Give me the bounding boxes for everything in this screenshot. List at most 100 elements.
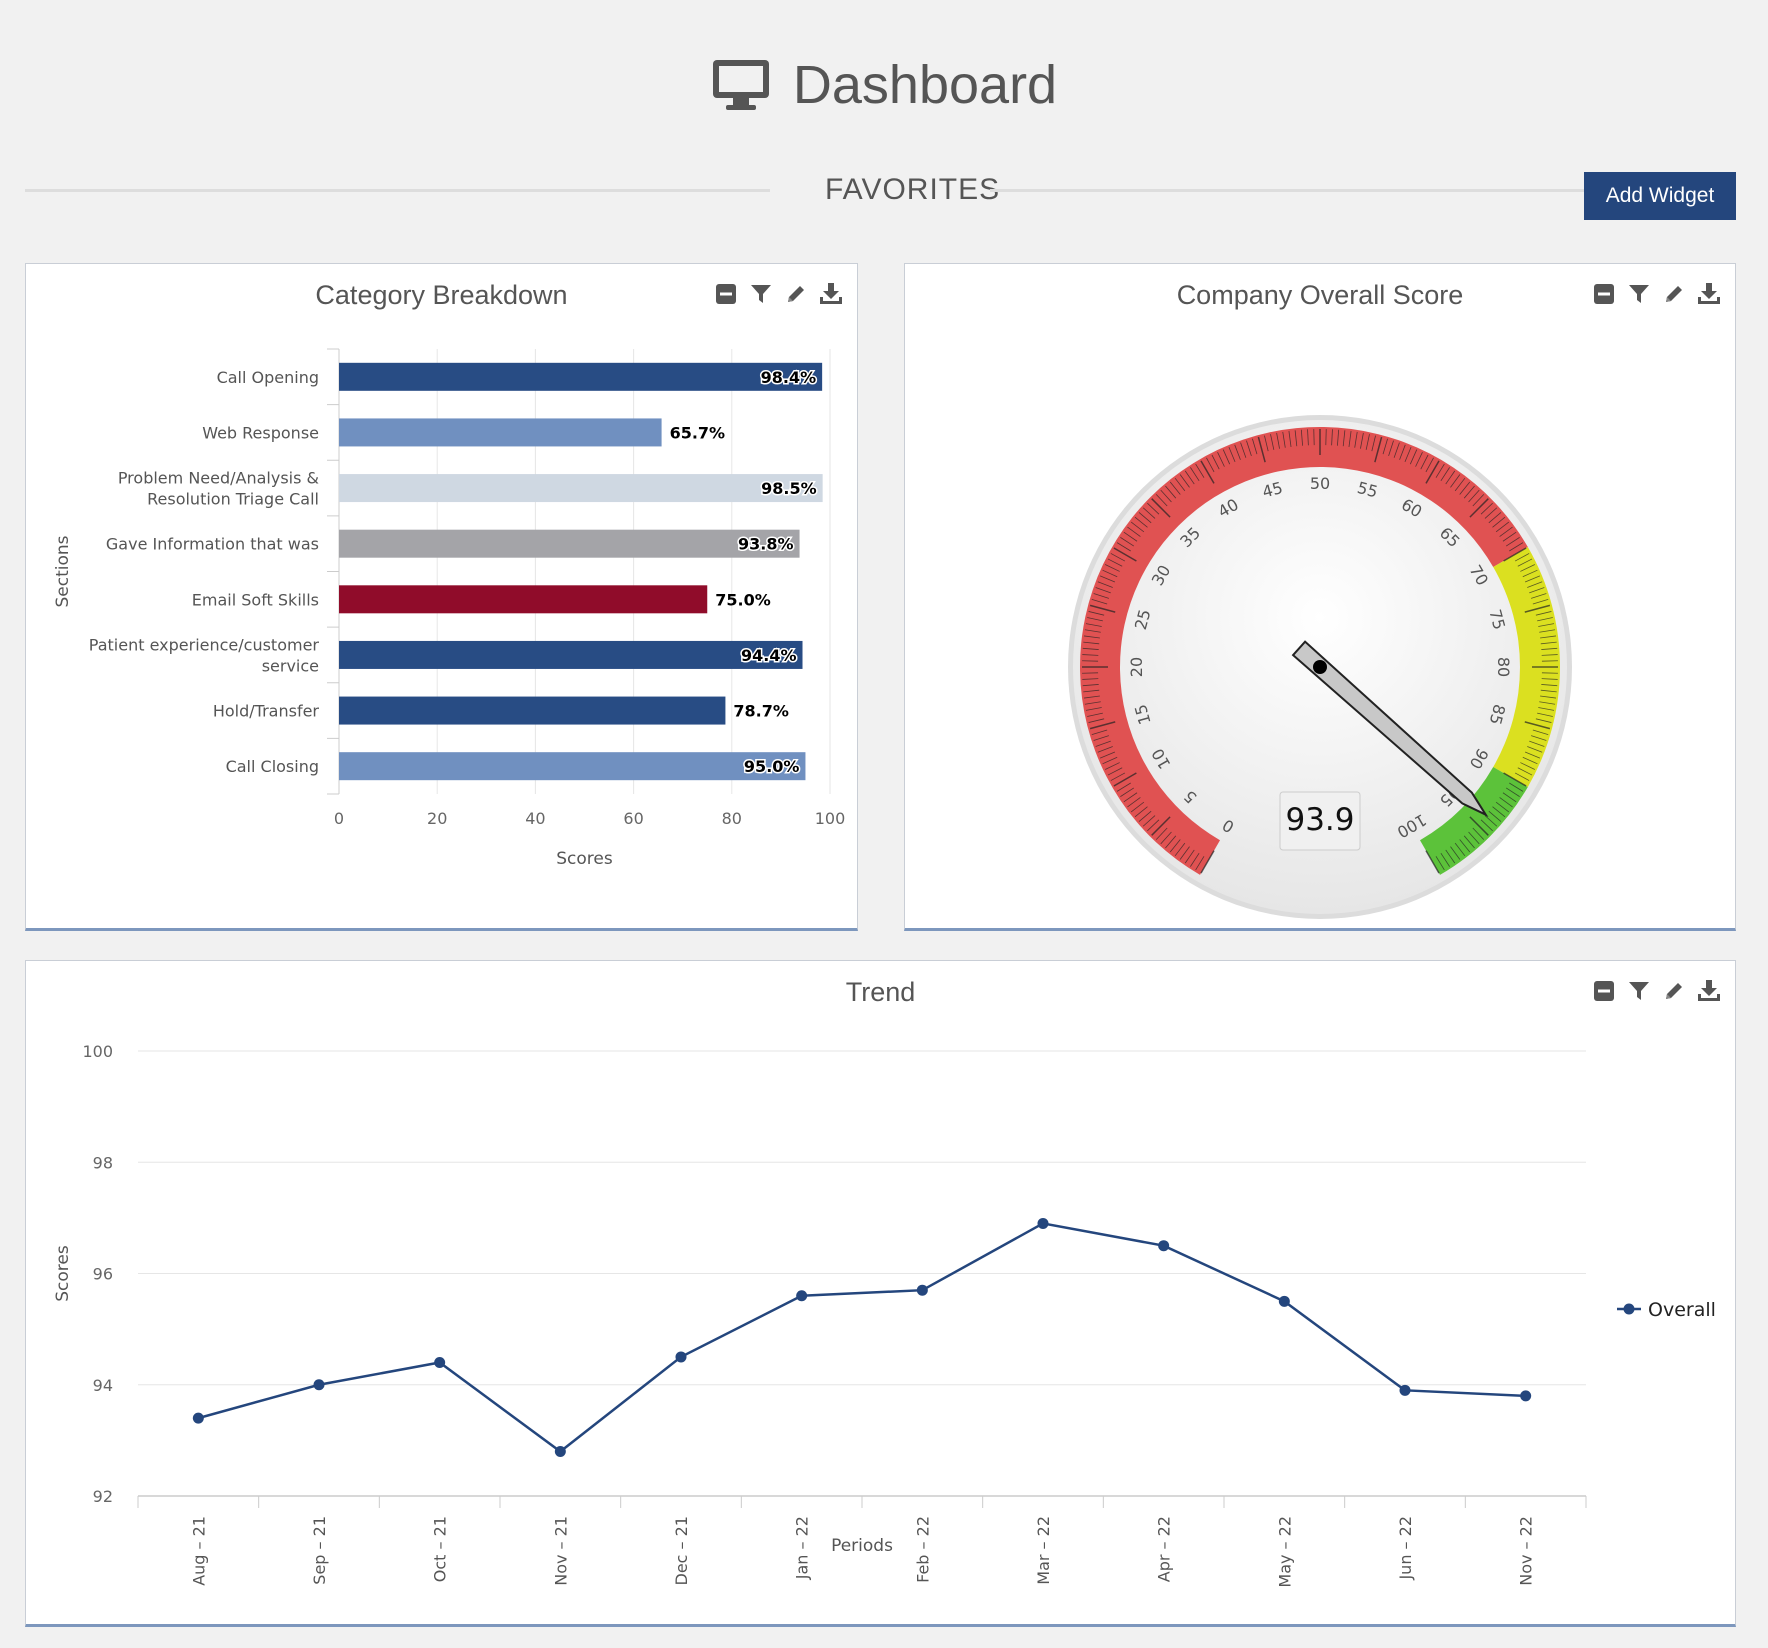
filter-icon[interactable]: [1627, 979, 1651, 1003]
gauge-tick: [1399, 444, 1406, 460]
gauge-tick: [1468, 831, 1480, 845]
gauge-tick: [1499, 797, 1513, 808]
x-tick-label: Mar – 22: [1034, 1516, 1053, 1585]
gauge-tick: [1537, 617, 1553, 622]
gauge-tick: [1270, 434, 1275, 450]
bar-data-label: 94.4%: [741, 646, 797, 665]
gauge-tick: [1505, 787, 1520, 797]
gauge-tick: [1134, 806, 1148, 818]
gauge-tick: [1499, 526, 1513, 537]
gauge-tick: [1360, 432, 1364, 449]
gauge-tick: [1382, 438, 1388, 455]
gauge-tick: [1089, 604, 1116, 613]
gauge-tick: [1445, 470, 1456, 485]
y-tick-label: 98: [93, 1153, 113, 1172]
gauge-tick: [1541, 684, 1558, 687]
gauge-tick: [1116, 782, 1131, 792]
gauge-tick: [1454, 842, 1466, 857]
bar-data-label: 95.0%: [744, 757, 800, 776]
download-icon[interactable]: [1697, 282, 1721, 306]
gauge-tick: [1527, 581, 1543, 588]
gauge-tick: [1371, 435, 1376, 452]
gauge-tick: [1174, 477, 1186, 492]
category-label: Problem Need/Analysis &: [118, 469, 319, 488]
gauge-tick: [1169, 839, 1181, 853]
minimize-icon[interactable]: [1592, 282, 1616, 306]
gauge-tick: [1246, 440, 1252, 456]
gauge-tick: [1480, 502, 1493, 515]
gauge-tick: [1445, 849, 1456, 864]
gauge-tick: [1514, 772, 1530, 781]
gauge-tick: [1540, 689, 1557, 693]
gauge-tick-label: 80: [1494, 657, 1513, 677]
gauge-tick: [1116, 542, 1131, 552]
gauge-tick-label: 25: [1131, 607, 1155, 632]
gauge-tick: [1459, 839, 1471, 853]
gauge-tick: [1123, 531, 1138, 542]
gauge-tick: [1252, 438, 1258, 455]
x-tick-label: Aug – 21: [189, 1516, 208, 1586]
gauge-tick: [1541, 678, 1558, 680]
gauge-tick: [1484, 815, 1498, 827]
gauge-tick: [1147, 819, 1160, 832]
gauge-tick: [1539, 629, 1556, 633]
gauge-tick: [1088, 718, 1105, 723]
gauge-tick: [1085, 707, 1102, 711]
download-icon[interactable]: [1697, 979, 1721, 1003]
gauge-tick: [1184, 849, 1195, 864]
x-tick-label: 40: [525, 809, 545, 828]
gauge-tick: [1517, 767, 1533, 776]
x-tick-label: 60: [623, 809, 643, 828]
minimize-icon[interactable]: [1592, 979, 1616, 1003]
edit-icon[interactable]: [1662, 979, 1686, 1003]
gauge-tick-label: 50: [1310, 474, 1330, 493]
minimize-icon[interactable]: [714, 282, 738, 306]
widget-title: Category Breakdown: [315, 280, 568, 310]
gauge-tick: [1206, 457, 1215, 473]
x-tick-label: Apr – 22: [1155, 1516, 1174, 1582]
add-widget-button[interactable]: Add Widget: [1584, 172, 1736, 220]
gauge-tick-label: 45: [1260, 478, 1285, 502]
gauge-tick: [1174, 842, 1186, 857]
gauge-tick: [1492, 516, 1506, 528]
gauge-tick: [1520, 564, 1535, 572]
gauge-tick: [1217, 452, 1225, 467]
gauge-tick: [1102, 569, 1118, 578]
gauge-tick: [1505, 537, 1520, 547]
gauge-tick: [1151, 498, 1171, 518]
edit-icon[interactable]: [784, 282, 808, 306]
gauge-tick: [1107, 767, 1123, 776]
gauge-tick: [1524, 751, 1541, 759]
gauge-tick: [1195, 856, 1205, 871]
filter-icon[interactable]: [1627, 282, 1651, 306]
category-label: Hold/Transfer: [213, 702, 320, 721]
gauge-tick: [1127, 526, 1141, 537]
data-point: [313, 1379, 325, 1391]
gauge-tick: [1502, 531, 1517, 542]
gauge-tick: [1503, 547, 1527, 562]
download-icon[interactable]: [819, 282, 843, 306]
gauge-tick: [1234, 444, 1241, 460]
gauge-tick: [1138, 512, 1152, 524]
gauge-tick: [1463, 835, 1475, 849]
gauge-tick: [1095, 587, 1111, 594]
x-tick-label: Sep – 21: [310, 1516, 329, 1585]
gauge-tick: [1469, 816, 1489, 836]
x-tick-label: 80: [722, 809, 742, 828]
gauge-tick: [1529, 740, 1545, 747]
gauge-tick: [1535, 611, 1552, 616]
filter-icon[interactable]: [749, 282, 773, 306]
gauge-tick: [1527, 746, 1543, 753]
gauge-tick: [1120, 537, 1135, 547]
gauge-tick: [1082, 678, 1099, 680]
gauge-tick: [1240, 442, 1247, 458]
gauge-tick: [1524, 721, 1551, 730]
gauge-tick-label: 75: [1485, 607, 1509, 632]
gauge-tick: [1331, 429, 1333, 446]
gauge-tick: [1450, 846, 1461, 860]
gauge-tick: [1082, 684, 1099, 687]
gauge-tick: [1435, 463, 1445, 478]
gauge-tick: [1083, 641, 1100, 645]
edit-icon[interactable]: [1662, 282, 1686, 306]
x-tick-label: Nov – 21: [551, 1516, 570, 1586]
